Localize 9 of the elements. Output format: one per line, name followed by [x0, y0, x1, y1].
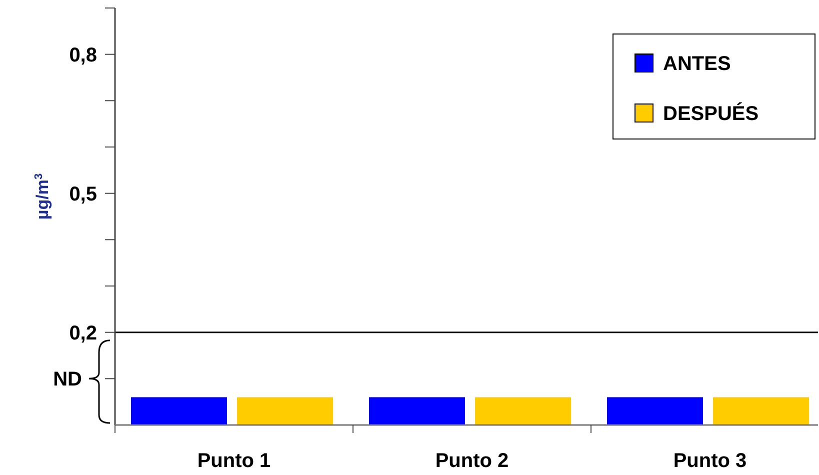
y-tick-label: 0,5	[69, 183, 97, 206]
x-tick-label: Punto 3	[673, 450, 747, 472]
x-tick-label: Punto 1	[197, 450, 271, 472]
y-tick-label: 0,2	[69, 322, 97, 344]
y-tick-label: 0,8	[69, 44, 97, 66]
text: ND	[53, 368, 82, 391]
x-tick-label: Punto 2	[435, 450, 509, 472]
legend-label: DESPUÉS	[663, 102, 759, 125]
legend-label: ANTES	[663, 53, 731, 75]
